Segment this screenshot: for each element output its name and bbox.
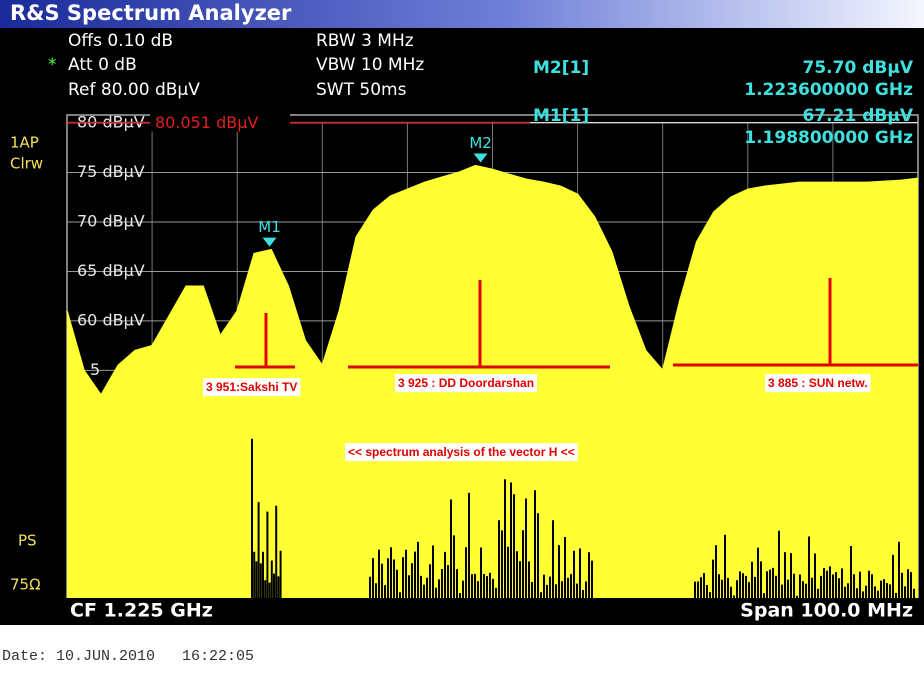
- marker-readout: M1[1]: [533, 106, 589, 126]
- setting-flag: *: [48, 55, 57, 75]
- marker-readout: 67.21 dBµV: [803, 106, 914, 126]
- app-title: R&S Spectrum Analyzer: [10, 1, 292, 25]
- marker-readout: 75.70 dBµV: [803, 58, 914, 78]
- setting: SWT 50ms: [316, 80, 407, 100]
- date: Date: 10.JUN.2010 16:22:05: [2, 648, 254, 665]
- marker-readout: M2[1]: [533, 58, 589, 78]
- marker-name: M2: [469, 134, 492, 152]
- y-tick-label: 5: [90, 360, 100, 379]
- annotation-bg: [765, 374, 871, 393]
- annotation-bg: [345, 443, 578, 462]
- marker-readout: 1.223600000 GHz: [744, 80, 913, 100]
- marker: [473, 153, 488, 163]
- bracket: [348, 280, 610, 369]
- span: Span 100.0 MHz: [740, 600, 913, 622]
- setting: VBW 10 MHz: [316, 55, 424, 75]
- y-tick-label: 65 dBµV: [77, 261, 145, 280]
- annotation-bg: [203, 378, 301, 397]
- marker: [262, 237, 277, 247]
- y-tick-label: 75 dBµV: [77, 162, 145, 181]
- trace: [66, 164, 919, 397]
- annotation: 3 925 : DD Doordarshan: [398, 376, 534, 390]
- footer-bar: [0, 598, 924, 625]
- display-line-label: 80.051 dBµV: [155, 113, 258, 132]
- y-tick-label: 60 dBµV: [77, 310, 145, 329]
- side-label: 75Ω: [10, 576, 41, 594]
- title-bar: [0, 0, 924, 28]
- annotation: 3 885 : SUN netw.: [768, 376, 868, 390]
- center-frequency: CF 1.225 GHz: [70, 600, 213, 622]
- setting: Att 0 dB: [68, 55, 137, 75]
- marker-name: M1: [258, 218, 281, 236]
- spikes: [251, 438, 915, 598]
- setting: Offs 0.10 dB: [68, 31, 173, 51]
- side-label: 1AP: [10, 134, 39, 152]
- display-line-bg: [150, 113, 290, 132]
- annotation: << spectrum analysis of the vector H <<: [348, 445, 575, 459]
- setting: Ref 80.00 dBµV: [68, 80, 200, 100]
- y-tick-label: 70 dBµV: [77, 211, 145, 230]
- marker-readout: 1.198800000 GHz: [744, 128, 913, 148]
- side-label: PS: [18, 532, 37, 550]
- annotation: 3 951:Sakshi TV: [206, 380, 297, 394]
- bracket: [673, 278, 918, 367]
- side-label: Clrw: [10, 155, 43, 173]
- annotation-bg: [395, 374, 538, 393]
- setting: RBW 3 MHz: [316, 31, 414, 51]
- bracket: [235, 313, 295, 369]
